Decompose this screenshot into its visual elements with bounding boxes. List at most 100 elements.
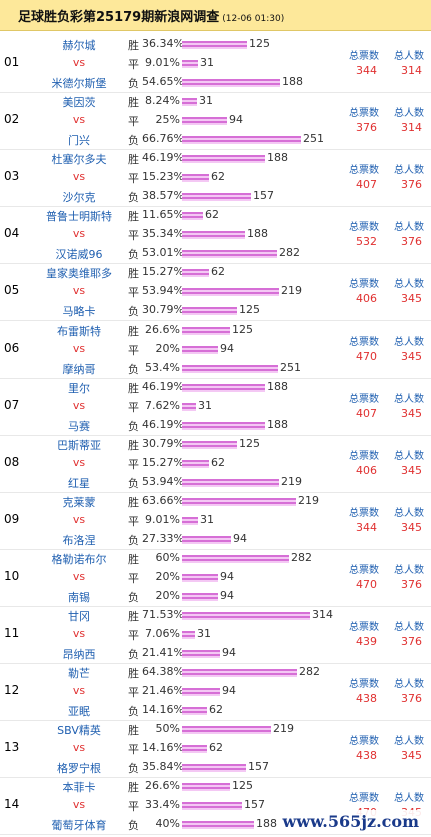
- away-team[interactable]: 布洛涅: [62, 533, 96, 547]
- home-team[interactable]: 克莱蒙: [62, 495, 96, 509]
- vote-count: 94: [229, 113, 243, 127]
- vote-bar: [182, 98, 197, 107]
- away-team[interactable]: 米德尔斯堡: [51, 77, 107, 90]
- vs-label: vs: [72, 113, 86, 127]
- result-percent: 46.19%: [142, 379, 184, 393]
- home-team[interactable]: 里尔: [68, 381, 90, 395]
- home-team[interactable]: 美因茨: [62, 96, 96, 110]
- home-team[interactable]: 杜塞尔多夫: [51, 153, 107, 167]
- total-votes-value: 439: [356, 635, 377, 648]
- vote-bar: [182, 364, 278, 373]
- total-people-value: 345: [401, 463, 422, 477]
- home-team[interactable]: 勒芒: [68, 667, 90, 681]
- vote-bar: [182, 79, 280, 87]
- total-people-label: 总人数: [394, 793, 424, 805]
- vs-label: vs: [72, 455, 86, 469]
- away-team[interactable]: 南锡: [68, 590, 90, 604]
- vote-bar: [182, 231, 245, 240]
- total-votes-label: 总票数: [349, 222, 379, 234]
- vote-bar: [182, 821, 254, 830]
- match-row: 09 克莱蒙 vs 布洛涅 胜 63.66% 219 平 9.01% 31 负 27.33% 94 总票数…: [0, 492, 431, 550]
- away-team[interactable]: 沙尔克: [62, 191, 96, 205]
- match-number: 10: [4, 568, 20, 583]
- total-votes-value: 438: [356, 749, 377, 763]
- home-team[interactable]: 甘冈: [68, 610, 90, 623]
- vs-label: vs: [72, 56, 86, 69]
- vote-count: 188: [267, 151, 288, 165]
- vote-count: 62: [211, 265, 225, 279]
- vote-bar: [182, 554, 289, 563]
- away-team[interactable]: 昂纳西: [62, 648, 96, 661]
- vs-label: vs: [72, 798, 86, 812]
- home-team[interactable]: 格勒诺布尔: [51, 552, 107, 566]
- vote-count: 125: [232, 779, 253, 793]
- vote-bar: [182, 212, 203, 221]
- result-percent: 63.66%: [142, 493, 184, 507]
- away-team[interactable]: 格罗宁根: [57, 762, 101, 776]
- home-team[interactable]: 巴斯蒂亚: [57, 438, 101, 452]
- total-people-label: 总人数: [394, 51, 424, 62]
- result-percent: 71.53%: [142, 608, 184, 621]
- total-votes-value: 344: [356, 64, 377, 77]
- result-type: 胜: [128, 324, 139, 338]
- home-team[interactable]: SBV精英: [57, 724, 101, 738]
- match-row: 06 布雷斯特 vs 摩纳哥 胜 26.6% 125 平 20% 94 负 53.4% 251 总票数 总人…: [0, 321, 431, 379]
- away-team[interactable]: 马赛: [68, 419, 90, 433]
- vote-count: 188: [282, 75, 303, 88]
- away-team[interactable]: 葡萄牙体育: [51, 819, 107, 833]
- result-percent: 30.79%: [142, 303, 184, 317]
- total-votes-value: 407: [356, 178, 377, 192]
- away-team[interactable]: 马略卡: [62, 305, 96, 319]
- vs-label: vs: [72, 341, 86, 355]
- vote-count: 188: [256, 817, 277, 831]
- result-type: 胜: [128, 724, 139, 738]
- vote-count: 125: [239, 303, 260, 317]
- home-team[interactable]: 赫尔城: [62, 39, 96, 52]
- away-team[interactable]: 汉诺威96: [55, 248, 103, 262]
- vote-bar: [182, 650, 220, 658]
- home-team[interactable]: 本菲卡: [62, 781, 96, 795]
- result-type: 平: [128, 457, 139, 471]
- match-number: 14: [4, 797, 20, 812]
- result-percent: 7.06%: [145, 627, 180, 640]
- total-votes-label: 总票数: [349, 679, 379, 691]
- vote-count: 219: [273, 722, 294, 736]
- match-number: 08: [4, 454, 20, 469]
- result-type: 负: [128, 762, 139, 776]
- match-row: 08 巴斯蒂亚 vs 红星 胜 30.79% 125 平 15.27% 62 负 53.94% 219 总…: [0, 435, 431, 493]
- vote-count: 125: [249, 37, 270, 50]
- vote-count: 188: [247, 227, 268, 241]
- away-team[interactable]: 门兴: [68, 134, 90, 148]
- vote-bar: [182, 745, 207, 754]
- result-percent: 66.76%: [142, 132, 184, 146]
- match-number: 02: [4, 112, 20, 127]
- result-percent: 26.6%: [145, 779, 180, 793]
- vote-bar: [182, 802, 242, 811]
- total-people-value: 376: [401, 178, 422, 192]
- away-team[interactable]: 红星: [68, 476, 90, 490]
- away-team[interactable]: 亚眠: [68, 705, 90, 719]
- vote-bar: [182, 669, 297, 678]
- vs-label: vs: [72, 227, 86, 241]
- vote-count: 62: [209, 741, 223, 755]
- page-title: 足球胜负彩第25179期新浪网调查 (12-06 01:30): [18, 6, 284, 25]
- result-percent: 7.62%: [145, 398, 180, 412]
- total-votes-value: 406: [356, 292, 377, 306]
- vote-bar: [182, 155, 265, 164]
- vote-bar: [182, 516, 198, 525]
- vote-count: 157: [244, 798, 265, 812]
- total-people-label: 总人数: [394, 393, 424, 405]
- vote-count: 94: [233, 531, 247, 545]
- vote-bar: [182, 307, 237, 316]
- result-percent: 40%: [155, 817, 180, 831]
- home-team[interactable]: 普鲁士明斯特: [46, 210, 112, 224]
- away-team[interactable]: 摩纳哥: [62, 362, 96, 376]
- home-team[interactable]: 皇家奥维耶多: [46, 267, 112, 281]
- home-team[interactable]: 布雷斯特: [57, 324, 101, 338]
- result-type: 平: [128, 629, 139, 642]
- total-people-value: 314: [401, 121, 422, 135]
- result-type: 胜: [128, 210, 139, 224]
- vote-bar: [182, 783, 230, 792]
- vote-count: 31: [197, 627, 211, 640]
- vote-bar: [182, 592, 218, 601]
